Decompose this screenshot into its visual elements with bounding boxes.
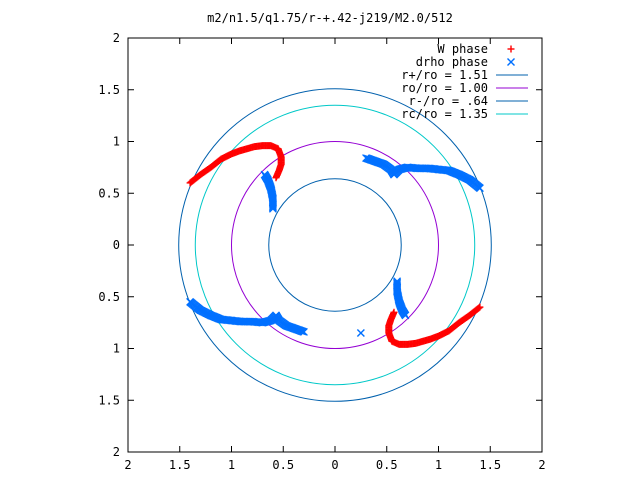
- y-tick-label: 1: [113, 342, 120, 356]
- reference-circle: [178, 88, 492, 402]
- phase-points: [186, 142, 484, 348]
- w-phase-point: [272, 174, 280, 182]
- legend-marker: [507, 45, 515, 53]
- x-tick-label: 0.5: [376, 458, 398, 472]
- x-tick-label: 1.5: [169, 458, 191, 472]
- y-tick-label: 2: [113, 445, 120, 459]
- legend-marker: [507, 58, 515, 66]
- y-tick-label: 0.5: [98, 290, 120, 304]
- w-phase-point: [390, 308, 398, 316]
- y-tick-label: 2: [113, 31, 120, 45]
- reference-circle: [194, 104, 476, 386]
- x-tick-label: 0.5: [272, 458, 294, 472]
- legend-label: drho phase: [416, 55, 488, 69]
- x-tick-label: 1: [435, 458, 442, 472]
- x-tick-label: 1.5: [479, 458, 501, 472]
- drho-phase-point: [362, 154, 371, 163]
- legend-label: r+/ro = 1.51: [401, 68, 488, 82]
- x-tick-label: 2: [538, 458, 545, 472]
- y-tick-label: 1.5: [98, 83, 120, 97]
- drho-phase-point: [260, 170, 269, 179]
- legend-label: ro/ro = 1.00: [401, 81, 488, 95]
- x-tick-label: 2: [124, 458, 131, 472]
- legend-label: rc/ro = 1.35: [401, 107, 488, 121]
- chart-title: m2/n1.5/q1.75/r-+.42-j219/M2.0/512: [207, 11, 453, 25]
- x-tick-label: 1: [228, 458, 235, 472]
- legend-label: r-/ro = .64: [409, 94, 488, 108]
- y-tick-label: 0: [113, 238, 120, 252]
- y-tick-label: 1: [113, 135, 120, 149]
- legend-label: W phase: [437, 42, 488, 56]
- y-axis-ticks: 2 1.5 1 0.5 0 0.5 1 1.5 2: [98, 31, 542, 459]
- x-tick-label: 0: [331, 458, 338, 472]
- y-tick-label: 1.5: [98, 393, 120, 407]
- reference-circle: [231, 141, 439, 349]
- x-axis-ticks: 2 1.5 1 0.5 0 0.5 1 1.5 2: [124, 38, 546, 472]
- drho-phase-point: [299, 327, 308, 336]
- reference-circle: [268, 178, 402, 312]
- drho-phase-point: [401, 311, 410, 320]
- reference-circles: [178, 88, 492, 402]
- y-tick-label: 0.5: [98, 186, 120, 200]
- drho-phase-point: [356, 328, 365, 337]
